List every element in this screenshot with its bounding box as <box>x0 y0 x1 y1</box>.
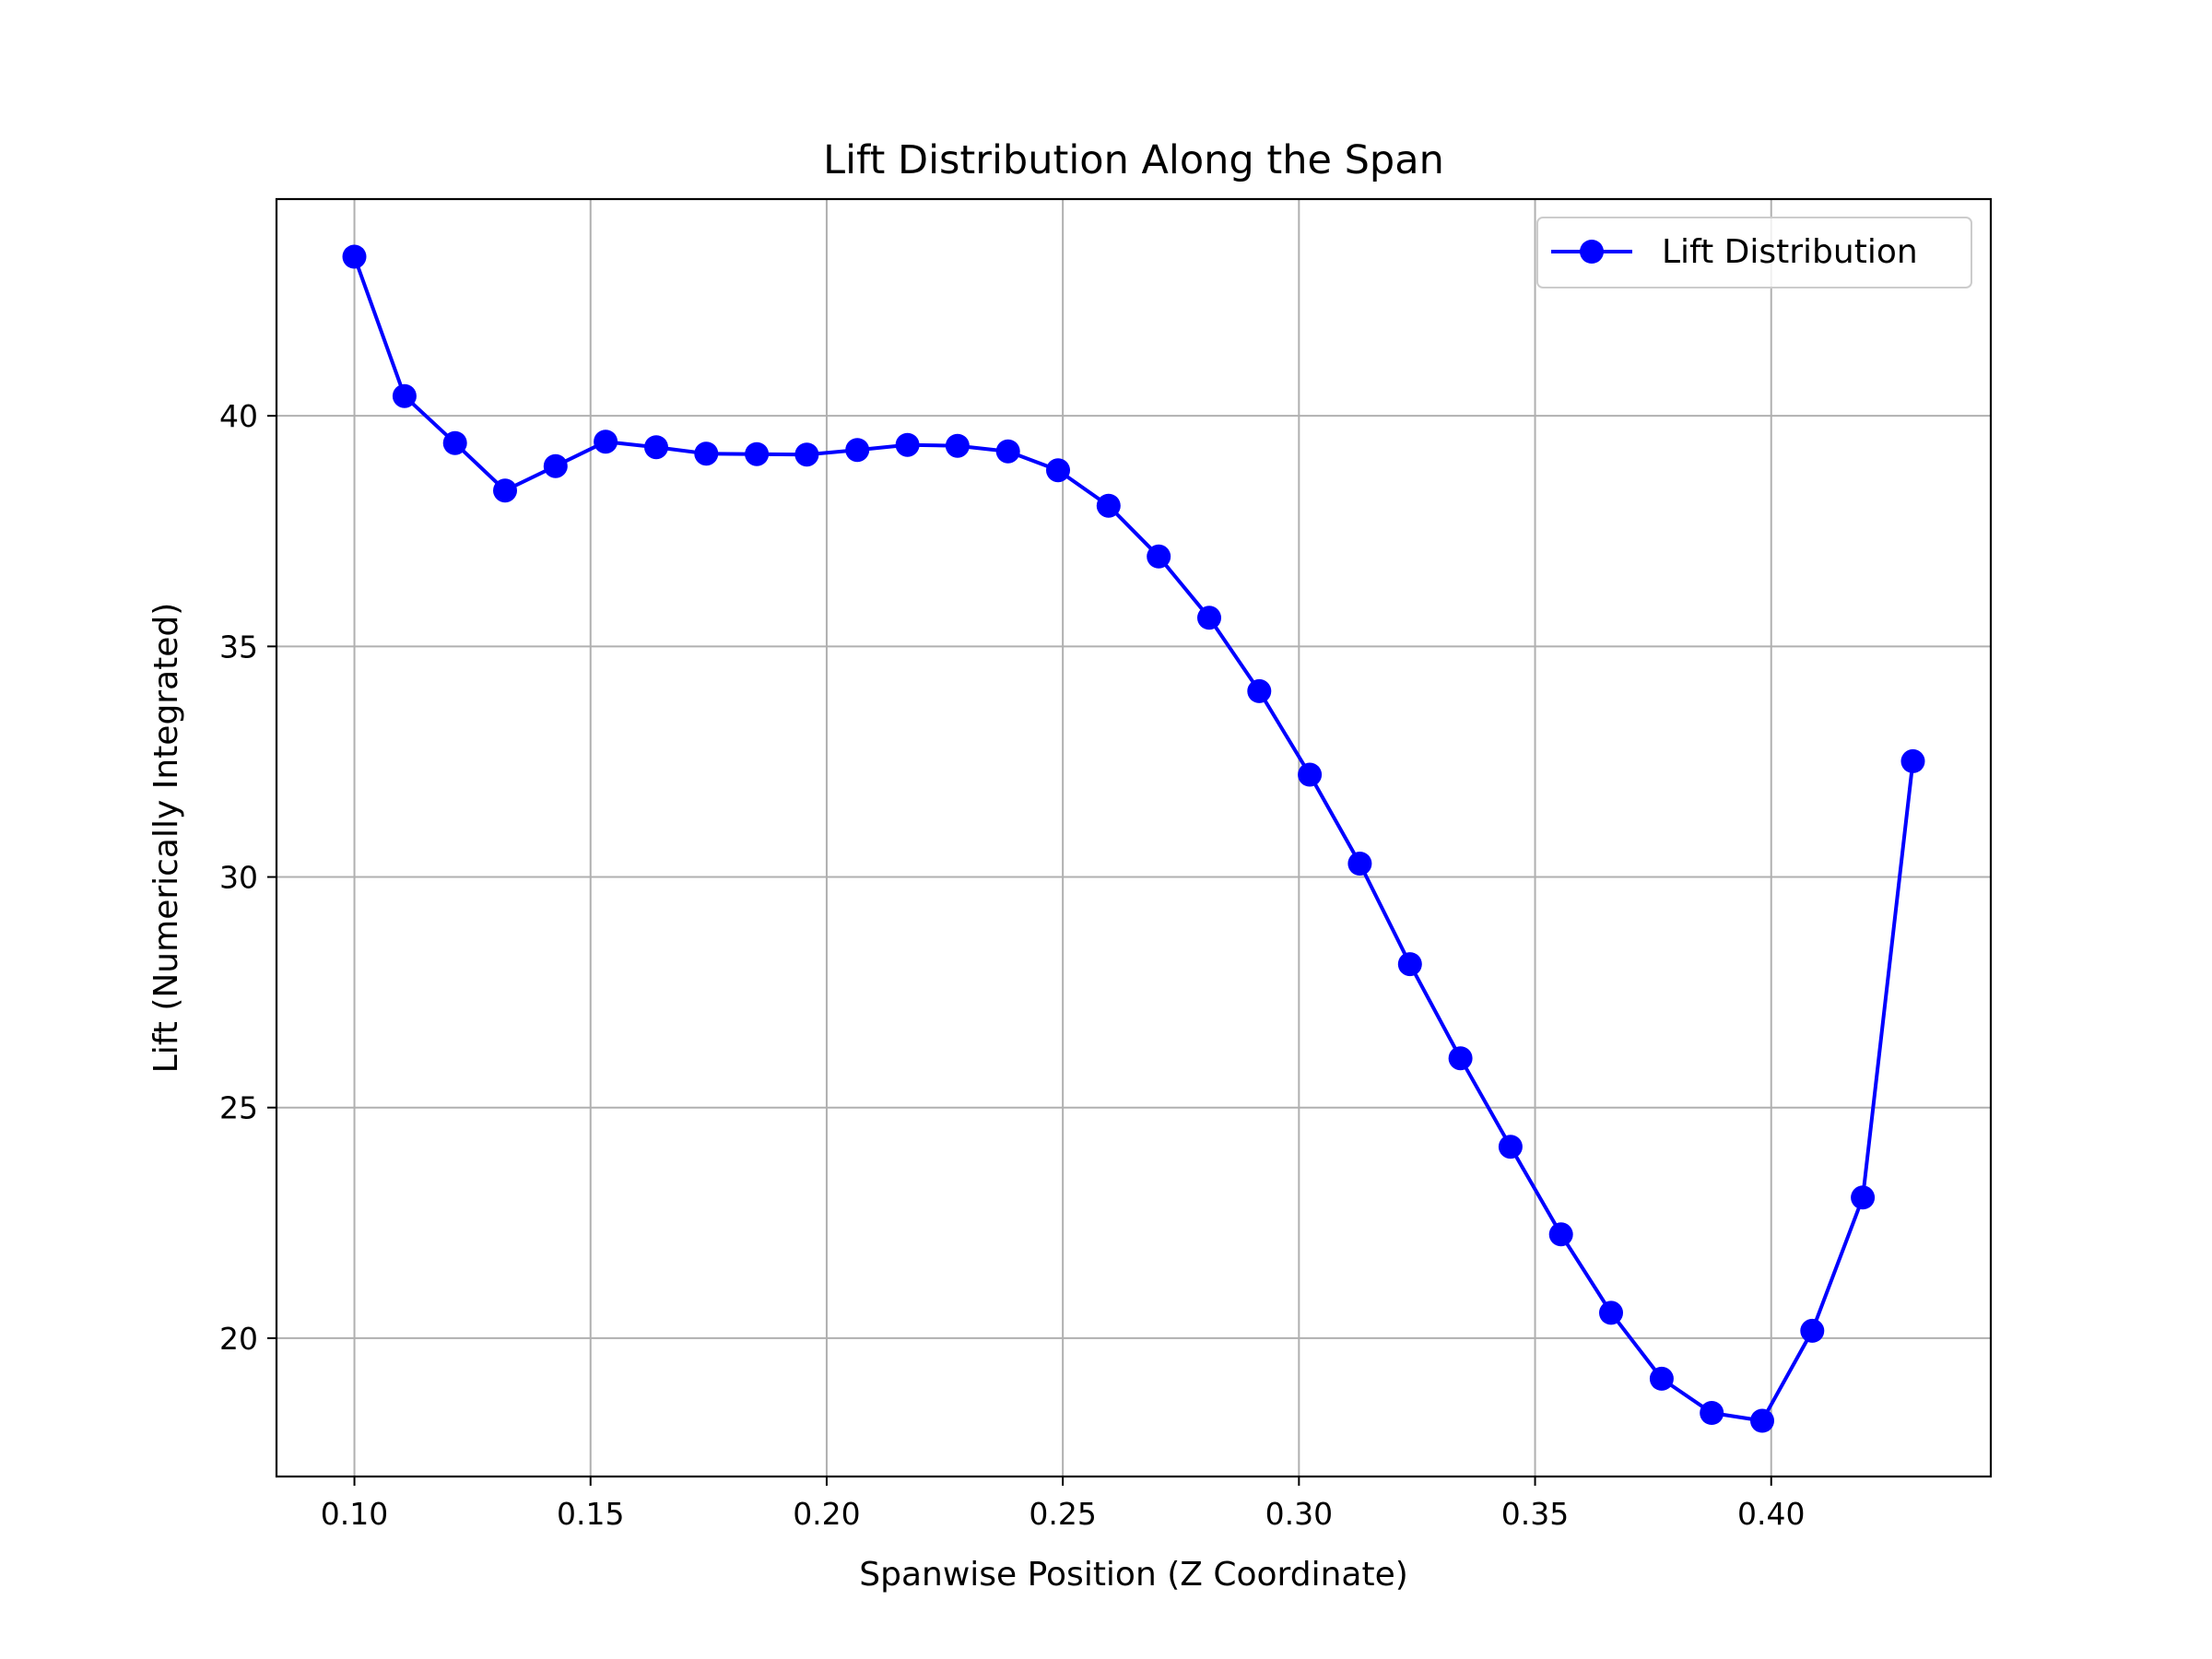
data-point <box>1298 762 1323 787</box>
data-point <box>694 441 719 466</box>
data-point <box>995 439 1020 464</box>
x-tick-label: 0.15 <box>557 1496 624 1532</box>
legend-frame <box>1536 217 1972 288</box>
x-tick-label: 0.10 <box>321 1496 388 1532</box>
data-point <box>745 441 770 466</box>
data-point <box>945 433 970 458</box>
data-point <box>1147 544 1171 569</box>
x-tick-label: 0.25 <box>1029 1496 1096 1532</box>
grid <box>276 199 1991 1477</box>
x-tick-label: 0.40 <box>1737 1496 1805 1532</box>
data-point <box>1397 952 1422 977</box>
data-point <box>342 244 367 269</box>
data-point <box>1247 678 1272 703</box>
y-tick-label: 35 <box>219 629 258 665</box>
plot-frame <box>275 197 1993 1478</box>
x-tick-label: 0.30 <box>1265 1496 1333 1532</box>
data-point <box>1851 1185 1876 1210</box>
data-point <box>1448 1046 1473 1071</box>
y-tick-label: 30 <box>219 860 258 896</box>
axes: 0.10 0.15 0.20 0.25 0.30 0.35 0.40 20 25 30 35 40 <box>219 398 1805 1532</box>
data-point <box>1800 1318 1825 1343</box>
legend-marker-swatch <box>1580 240 1604 264</box>
data-point <box>1599 1300 1623 1325</box>
y-tick-label: 20 <box>219 1321 258 1357</box>
data-point <box>1750 1408 1774 1433</box>
data-point <box>1046 458 1070 483</box>
data-point <box>895 432 920 457</box>
data-point <box>1649 1366 1674 1391</box>
legend: Lift Distribution <box>1536 217 1972 288</box>
y-axis-label: Lift (Numerically Integrated) <box>147 603 185 1074</box>
data-point <box>1096 493 1121 518</box>
y-tick-label: 25 <box>219 1090 258 1126</box>
x-axis-label: Spanwise Position (Z Coordinate) <box>859 1556 1408 1594</box>
x-tick-label: 0.35 <box>1501 1496 1569 1532</box>
data-point <box>493 478 517 503</box>
chart-title: Lift Distribution Along the Span <box>823 137 1444 183</box>
data-point <box>1347 852 1372 876</box>
plot-area <box>276 199 1991 1477</box>
data-point <box>1900 748 1925 773</box>
data-point <box>543 453 568 478</box>
y-tick-label: 40 <box>219 398 258 434</box>
x-tick-label: 0.20 <box>793 1496 860 1532</box>
data-point <box>442 430 467 455</box>
data-point <box>845 438 870 463</box>
data-point <box>794 442 819 467</box>
data-point <box>594 429 618 454</box>
data-point <box>1498 1135 1523 1159</box>
series-layer <box>342 244 1925 1433</box>
data-point <box>1700 1401 1724 1425</box>
data-point <box>1548 1222 1573 1247</box>
data-point <box>392 383 417 408</box>
data-point <box>644 435 668 460</box>
legend-label: Lift Distribution <box>1662 233 1918 271</box>
data-point <box>1197 606 1221 630</box>
